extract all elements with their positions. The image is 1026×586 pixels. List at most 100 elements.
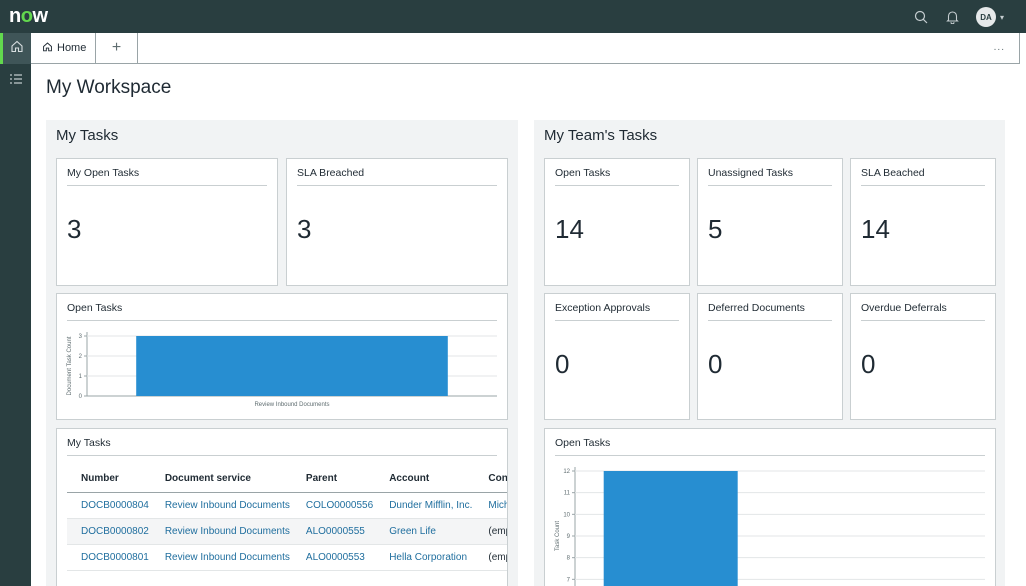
y-tick-label: 8 bbox=[567, 556, 571, 562]
card-value: 0 bbox=[861, 349, 876, 379]
x-tick-label: Review Inbound Documents bbox=[254, 402, 329, 408]
cell-parent: ALO0000553 bbox=[297, 544, 382, 571]
cell-document-service: Review Inbound Documents bbox=[156, 544, 298, 571]
document-service-link[interactable]: Review Inbound Documents bbox=[164, 525, 290, 537]
tab-home[interactable]: Home bbox=[31, 33, 96, 63]
my-teams-tasks-panel: My Team's Tasks Open Tasks 14 Unassigned… bbox=[534, 120, 1005, 586]
left-rail bbox=[0, 33, 31, 586]
card-value: 3 bbox=[297, 214, 312, 244]
add-tab-button[interactable]: + bbox=[96, 33, 138, 63]
cell-parent: COLO0000556 bbox=[297, 492, 382, 519]
card-title: Open Tasks bbox=[67, 302, 123, 314]
cell-contact: (empty) bbox=[480, 544, 507, 571]
account-link[interactable]: Green Life bbox=[389, 525, 436, 537]
column-header-number[interactable]: Number bbox=[67, 465, 157, 493]
team-open-tasks-card[interactable]: Open Tasks 14 bbox=[544, 158, 690, 286]
card-divider bbox=[555, 320, 679, 321]
bar[interactable] bbox=[136, 336, 448, 396]
rail-list[interactable] bbox=[0, 64, 31, 95]
card-divider bbox=[67, 455, 497, 456]
card-title: Open Tasks bbox=[555, 167, 611, 179]
table-row: DOCB0000802 Review Inbound Documents ALO… bbox=[67, 518, 507, 545]
column-header-account[interactable]: Account bbox=[381, 465, 481, 493]
card-title: SLA Breached bbox=[297, 167, 365, 179]
servicenow-logo[interactable]: now bbox=[9, 5, 48, 27]
sla-breached-card[interactable]: SLA Breached 3 bbox=[286, 158, 508, 286]
chevron-down-icon[interactable]: ▾ bbox=[999, 12, 1004, 22]
card-title: Unassigned Tasks bbox=[708, 167, 794, 179]
card-divider bbox=[67, 185, 267, 186]
list-icon bbox=[9, 71, 22, 89]
card-divider bbox=[861, 185, 985, 186]
bar[interactable] bbox=[603, 471, 738, 586]
card-divider bbox=[555, 185, 679, 186]
document-service-link[interactable]: Review Inbound Documents bbox=[164, 551, 290, 563]
parent-link[interactable]: ALO0000555 bbox=[305, 525, 365, 537]
parent-link[interactable]: ALO0000553 bbox=[305, 551, 365, 563]
column-header-contact[interactable]: Contact bbox=[480, 465, 507, 493]
account-link[interactable]: Dunder Mifflin, Inc. bbox=[389, 499, 473, 511]
y-tick-label: 12 bbox=[563, 469, 570, 475]
task-number-link[interactable]: DOCB0000802 bbox=[81, 525, 149, 537]
my-tasks-table-card: My Tasks Number Document service Parent … bbox=[56, 428, 508, 586]
card-title: Exception Approvals bbox=[555, 302, 651, 314]
cell-contact: (empty) bbox=[480, 518, 507, 545]
my-tasks-panel: My Tasks My Open Tasks 3 SLA Breached 3 … bbox=[46, 120, 518, 586]
cell-document-service: Review Inbound Documents bbox=[156, 492, 298, 519]
deferred-documents-card[interactable]: Deferred Documents 0 bbox=[697, 293, 843, 420]
cell-number: DOCB0000802 bbox=[67, 518, 157, 545]
card-title: My Open Tasks bbox=[67, 167, 140, 179]
cell-number: DOCB0000804 bbox=[67, 492, 157, 519]
y-axis-title: Task Count bbox=[555, 521, 561, 551]
exception-approvals-card[interactable]: Exception Approvals 0 bbox=[544, 293, 690, 420]
y-tick-label: 11 bbox=[564, 491, 571, 497]
more-options-button[interactable]: ... bbox=[993, 42, 1005, 53]
task-number-link[interactable]: DOCB0000804 bbox=[81, 499, 149, 511]
cell-number: DOCB0000801 bbox=[67, 544, 157, 571]
card-title: Open Tasks bbox=[555, 437, 611, 449]
top-header: now DA ▾ bbox=[0, 0, 1026, 33]
card-title: Deferred Documents bbox=[708, 302, 805, 314]
card-title: Overdue Deferrals bbox=[861, 302, 947, 314]
y-tick-label: 9 bbox=[567, 534, 571, 540]
user-avatar[interactable]: DA bbox=[975, 7, 996, 27]
cell-account: Hella Corporation bbox=[381, 544, 481, 571]
y-tick-label: 2 bbox=[79, 354, 83, 360]
my-tasks-table: Number Document service Parent Account C… bbox=[67, 465, 507, 571]
card-value: 3 bbox=[67, 214, 82, 244]
header-actions: DA ▾ bbox=[912, 7, 1004, 27]
y-tick-label: 1 bbox=[79, 374, 83, 380]
parent-link[interactable]: COLO0000556 bbox=[305, 499, 374, 511]
card-value: 5 bbox=[708, 214, 723, 244]
search-icon[interactable] bbox=[912, 8, 930, 26]
tab-bar: Home + ... bbox=[31, 33, 1020, 64]
document-service-link[interactable]: Review Inbound Documents bbox=[164, 499, 290, 511]
my-open-tasks-card[interactable]: My Open Tasks 3 bbox=[56, 158, 278, 286]
card-title: SLA Beached bbox=[861, 167, 925, 179]
bell-icon[interactable] bbox=[944, 8, 962, 26]
y-tick-label: 0 bbox=[79, 394, 83, 400]
overdue-deferrals-card[interactable]: Overdue Deferrals 0 bbox=[850, 293, 996, 420]
y-axis-title: Document Task Count bbox=[67, 336, 73, 395]
column-header-document-service[interactable]: Document service bbox=[156, 465, 298, 493]
table-header-row: Number Document service Parent Account C… bbox=[67, 465, 507, 493]
team-open-tasks-chart-card: Open Tasks 7 8 9 10 11 12 Task Count bbox=[544, 428, 996, 586]
task-number-link[interactable]: DOCB0000801 bbox=[81, 551, 149, 563]
rail-home[interactable] bbox=[0, 33, 31, 64]
sla-beached-card[interactable]: SLA Beached 14 bbox=[850, 158, 996, 286]
account-link[interactable]: Hella Corporation bbox=[389, 551, 468, 563]
column-header-parent[interactable]: Parent bbox=[297, 465, 382, 493]
unassigned-tasks-card[interactable]: Unassigned Tasks 5 bbox=[697, 158, 843, 286]
y-tick-label: 3 bbox=[79, 334, 83, 340]
card-value: 0 bbox=[555, 349, 570, 379]
cell-document-service: Review Inbound Documents bbox=[156, 518, 298, 545]
panel-title: My Team's Tasks bbox=[544, 127, 658, 144]
tab-home-label: Home bbox=[57, 42, 87, 54]
panel-title: My Tasks bbox=[56, 127, 119, 144]
card-divider bbox=[67, 320, 497, 321]
home-icon bbox=[10, 39, 24, 58]
y-tick-label: 7 bbox=[567, 577, 571, 583]
card-value: 14 bbox=[861, 214, 890, 244]
team-open-tasks-chart: 7 8 9 10 11 12 Task Count bbox=[555, 467, 985, 586]
contact-link[interactable]: Michael bbox=[488, 499, 507, 511]
